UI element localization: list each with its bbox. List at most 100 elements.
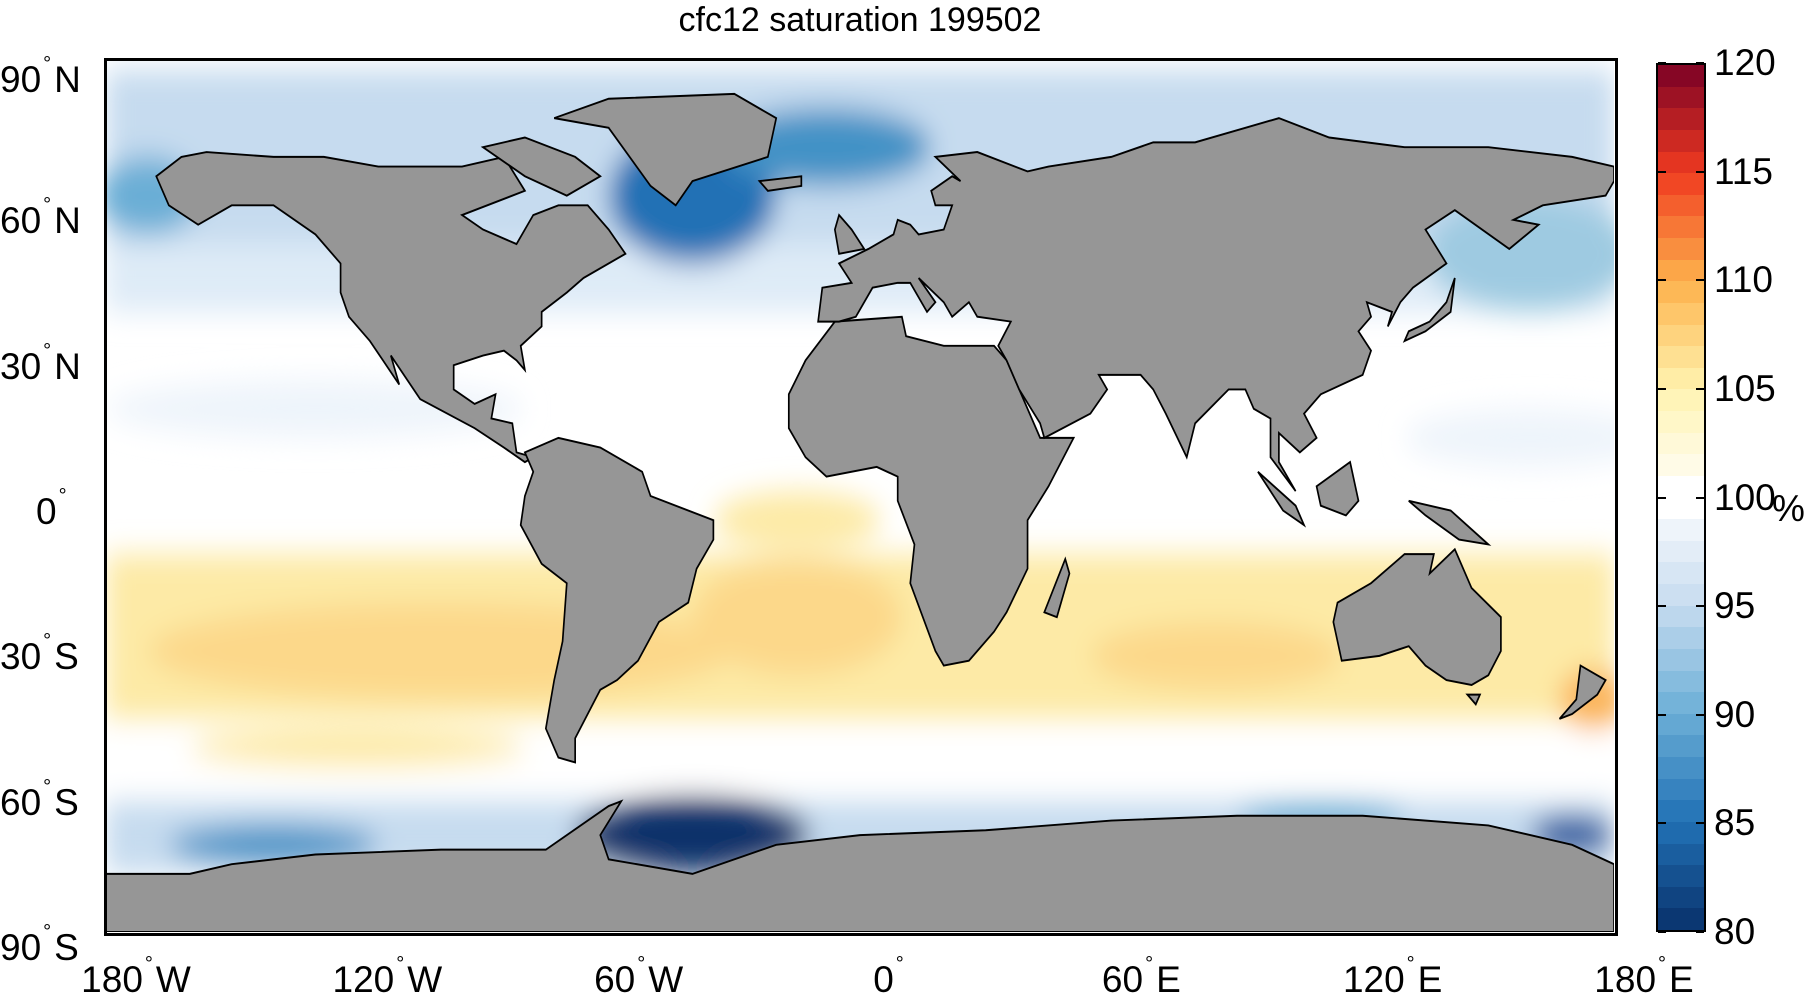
land (106, 92, 1614, 932)
colorbar-level (1658, 670, 1704, 693)
colorbar-tick-mark (1696, 170, 1704, 173)
colorbar-level (1658, 324, 1704, 347)
colorbar-level (1658, 454, 1704, 476)
colorbar-tick-mark (1696, 931, 1704, 933)
degree-symbol: ° (144, 953, 153, 975)
degree-symbol: ° (43, 775, 52, 798)
colorbar-level (1658, 540, 1704, 563)
great-britain (834, 213, 866, 255)
degree-symbol: ° (43, 339, 52, 362)
colorbar-level (1658, 497, 1704, 520)
label-value: 90 (0, 59, 42, 100)
lat-label: 30 °S (0, 621, 79, 677)
label-value: 30 (0, 636, 42, 678)
colorbar-level (1658, 151, 1704, 174)
degree-symbol: ° (43, 921, 52, 943)
lat-label: 0 ° (36, 476, 70, 532)
colorbar-tick-mark (1696, 387, 1704, 390)
colorbar-level (1658, 584, 1704, 606)
colorbar-level (1658, 65, 1704, 87)
colorbar-unit: % (1772, 488, 1805, 529)
colorbar-level (1658, 108, 1704, 130)
africa (787, 315, 1076, 667)
lat-label: 90 °N (0, 44, 81, 100)
colorbar-level (1658, 648, 1704, 671)
colorbar-level (1658, 194, 1704, 217)
antarctica (106, 799, 1614, 932)
colorbar-level (1658, 411, 1704, 433)
label-value: 180 (1594, 959, 1657, 1000)
colorbar-level (1658, 713, 1704, 736)
degree-symbol: ° (637, 953, 646, 975)
label-hemisphere: W (648, 959, 684, 1000)
colorbar-level (1658, 238, 1704, 260)
degree-symbol: ° (895, 953, 904, 975)
new-guinea (1408, 499, 1492, 546)
colorbar-level (1658, 735, 1704, 757)
colorbar-tick-mark (1658, 713, 1666, 716)
degree-symbol: ° (43, 194, 52, 217)
colorbar-tick-mark (1658, 62, 1666, 64)
colorbar-tick-mark (1658, 605, 1666, 608)
label-value: 90 (0, 927, 42, 968)
colorbar-level (1658, 281, 1704, 303)
iceland (757, 175, 803, 192)
label-value: 30 (0, 345, 42, 387)
tasmania (1465, 693, 1482, 706)
lon-label: 180 °W (81, 944, 191, 1000)
colorbar-level (1658, 216, 1704, 238)
colorbar-level (1658, 86, 1704, 109)
colorbar-level (1658, 778, 1704, 801)
map-title: cfc12 saturation 199502 (678, 1, 1042, 39)
colorbar-tick-mark (1696, 713, 1704, 716)
colorbar-level (1658, 821, 1704, 844)
lon-label: 120 °E (1343, 944, 1442, 1000)
label-hemisphere: S (54, 927, 79, 968)
label-hemisphere: E (1669, 959, 1694, 1000)
south-america (519, 436, 715, 764)
label-hemisphere: W (407, 959, 443, 1000)
colorbar-tick-label: 85 (1714, 802, 1756, 844)
lat-label: 30 °N (0, 331, 81, 387)
colorbar-tick-mark (1658, 170, 1666, 173)
lon-label: 0 ° (873, 944, 907, 1000)
label-value: 120 (1342, 959, 1405, 1000)
colorbar-level (1658, 627, 1704, 649)
colorbar-tick-mark (1696, 822, 1704, 825)
label-hemisphere: N (54, 345, 81, 387)
colorbar-tick-mark (1696, 279, 1704, 282)
north-america (155, 151, 627, 464)
colorbar-level (1658, 865, 1704, 887)
lat-label: 90 °S (0, 912, 79, 968)
colorbar-tick-mark (1658, 279, 1666, 282)
colorbar-tick-label: 95 (1714, 585, 1756, 627)
colorbar-tick-mark (1658, 496, 1666, 499)
colorbar-tick-mark (1658, 387, 1666, 390)
label-value: 180 (81, 959, 143, 1000)
colorbar-level (1658, 367, 1704, 390)
colorbar-tick-mark (1696, 605, 1704, 608)
colorbar-level (1658, 562, 1704, 584)
colorbar-tick-mark (1658, 931, 1666, 933)
lon-label: 180 °E (1594, 944, 1693, 1000)
colorbar-level (1658, 519, 1704, 541)
lon-label: 60 °E (1102, 944, 1181, 1000)
colorbar-level (1658, 129, 1704, 152)
label-hemisphere: N (54, 59, 81, 100)
colorbar-level (1658, 389, 1704, 411)
label-value: 60 (594, 959, 636, 1000)
colorbar-tick-label: 90 (1714, 693, 1756, 735)
label-hemisphere: S (54, 636, 79, 678)
label-hemisphere: E (1156, 959, 1181, 1000)
label-value: 60 (1101, 959, 1144, 1000)
madagascar (1043, 556, 1071, 619)
colorbar-level (1658, 843, 1704, 866)
colorbar-tick-label: 100 (1714, 476, 1776, 518)
greenland (553, 92, 778, 207)
label-value: 0 (873, 959, 894, 1000)
lat-label: 60 °S (0, 767, 79, 823)
degree-symbol: ° (1145, 953, 1154, 975)
colorbar-tick-label: 105 (1714, 367, 1776, 409)
colorbar-level (1658, 757, 1704, 779)
colorbar-tick-mark (1696, 496, 1704, 499)
